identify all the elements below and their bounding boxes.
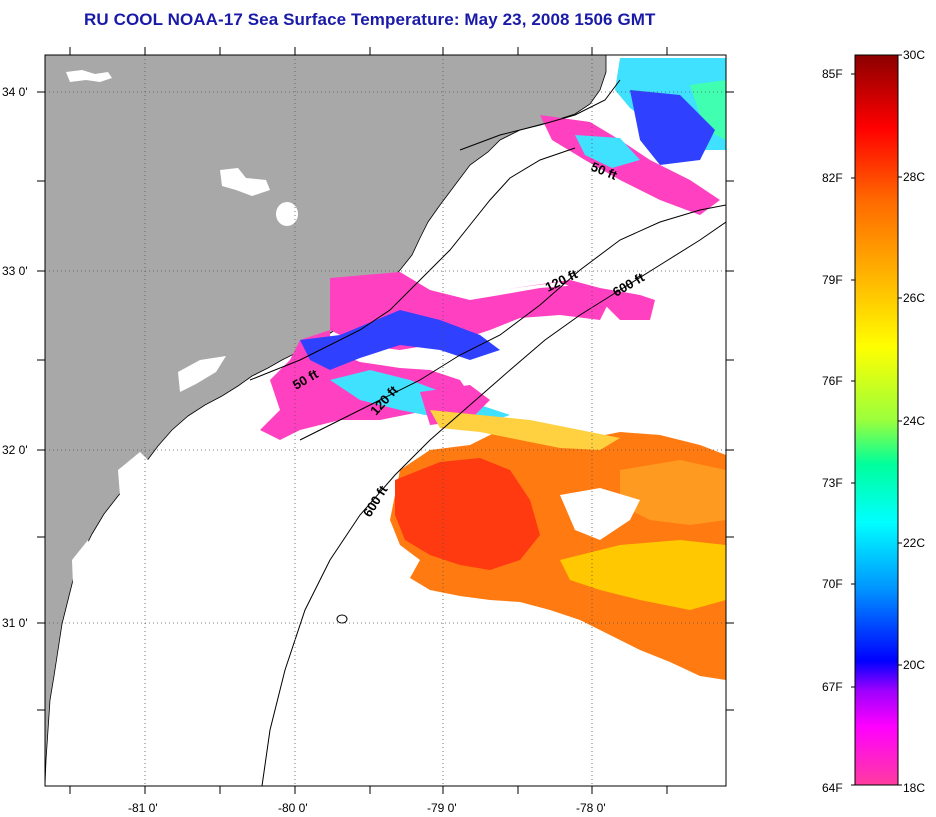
colorbar-ticks <box>851 54 902 786</box>
sst-ne-blue <box>630 90 715 165</box>
graticule <box>45 55 726 786</box>
colorbar-c-label-24: 24C <box>903 414 925 428</box>
lon-label-80: -80 0' <box>278 801 308 815</box>
contour-120ft <box>299 204 726 441</box>
colorbar-f-label-82: 82F <box>822 171 843 185</box>
colorbar-c-label-20: 20C <box>903 658 925 672</box>
map-area: 50 ft 120 ft 600 ft 50 ft 120 ft 600 ft <box>45 55 726 786</box>
colorbar-c-label-30: 30C <box>903 48 925 62</box>
colorbar-f-label-85: 85F <box>822 67 843 81</box>
colorbar-f-label-64: 64F <box>822 781 843 795</box>
colorbar-c-label-18: 18C <box>903 781 925 795</box>
map-frame <box>44 54 727 787</box>
colorbar-f-label-73: 73F <box>822 476 843 490</box>
colorbar-c-label-28: 28C <box>903 170 925 184</box>
sst-yellow-band2 <box>430 410 620 450</box>
sst-orange-east <box>620 460 726 525</box>
colorbar-c-label-22: 22C <box>903 536 925 550</box>
sst-patches <box>260 58 726 680</box>
colorbar-f-label-79: 79F <box>822 273 843 287</box>
sst-east-magenta <box>500 280 655 320</box>
sst-ne-cyan2 <box>575 135 640 168</box>
land-voids <box>54 70 298 720</box>
sst-gap <box>560 488 640 540</box>
lat-label-33: 33 0' <box>2 264 28 278</box>
contour-50ft-north <box>459 79 621 151</box>
colorbar-fill <box>854 54 899 786</box>
sst-mid-blue <box>300 310 500 370</box>
sst-ne-green <box>690 80 726 140</box>
lon-label-81: -81 0' <box>128 801 158 815</box>
colorbar: 85F 82F 79F 76F 73F 70F 67F 64F 30C 28C … <box>822 48 925 795</box>
contour-50ft <box>249 147 576 381</box>
lon-label-79: -79 0' <box>427 801 457 815</box>
colorbar-f-label-76: 76F <box>822 374 843 388</box>
sst-yellow-band <box>560 540 726 610</box>
frame-ticks <box>37 47 734 794</box>
sst-mid-magenta <box>260 272 610 440</box>
colorbar-f-label-70: 70F <box>822 577 843 591</box>
colorbar-f-label-67: 67F <box>822 680 843 694</box>
lon-label-78: -78 0' <box>576 801 606 815</box>
lat-label-34: 34 0' <box>2 85 28 99</box>
lat-label-31: 31 0' <box>2 616 28 630</box>
map-title: RU COOL NOAA-17 Sea Surface Temperature:… <box>84 10 656 29</box>
sst-hot-core <box>395 458 540 570</box>
lat-label-32: 32 0' <box>2 443 28 457</box>
land-mass <box>45 55 607 786</box>
colorbar-c-label-26: 26C <box>903 291 925 305</box>
